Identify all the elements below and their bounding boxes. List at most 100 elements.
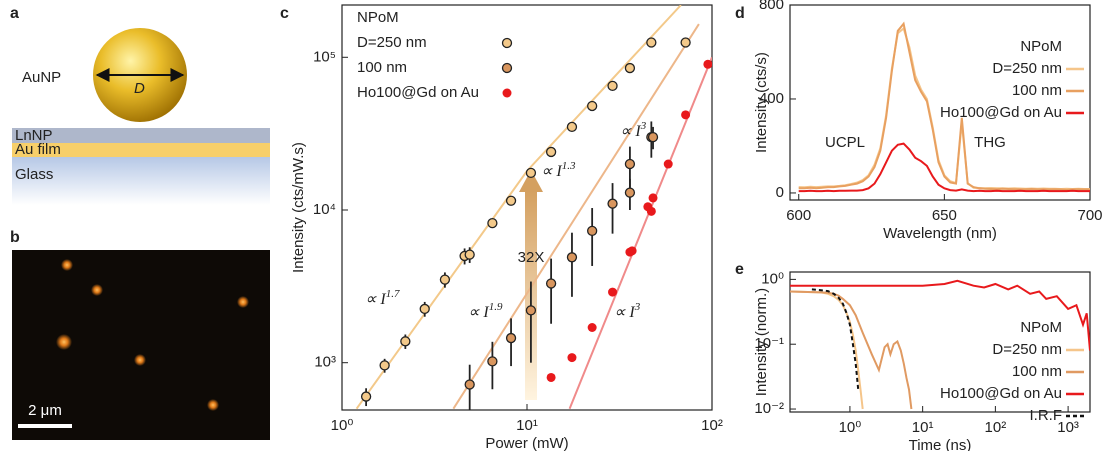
diameter-label: D (134, 80, 145, 97)
plot-frame (789, 4, 1091, 201)
x-axis-label: Time (ns) (909, 437, 972, 451)
annotation: ∝ I1.7 (365, 288, 400, 308)
scale-label: 2 μm (28, 402, 62, 419)
x-axis-label: Power (mW) (485, 435, 568, 451)
x-axis-label: Wavelength (nm) (883, 225, 997, 242)
marker (624, 187, 636, 198)
marker (505, 195, 517, 206)
legend-label: I.R.F (1030, 407, 1063, 424)
y-tick-label: 10³ (314, 354, 336, 371)
series-line (790, 279, 1090, 351)
marker (379, 360, 390, 371)
annotation: ∝ I1.3 (541, 160, 576, 180)
annotation: UCPL (825, 134, 865, 151)
marker (566, 252, 578, 263)
y-tick-label: 10⁴ (313, 201, 336, 218)
legend-marker (502, 88, 512, 98)
annotation-text: ∝ I (614, 304, 635, 321)
y-tick-label: 10⁻² (754, 400, 784, 417)
marker (607, 80, 618, 92)
legend-marker (501, 37, 513, 49)
marker (545, 146, 557, 158)
legend-title: NPoM (357, 9, 399, 26)
marker (647, 131, 659, 143)
y-axis-label: Intensity (norm.) (753, 288, 770, 396)
emitters (56, 259, 249, 411)
marker (505, 332, 517, 344)
marker (627, 246, 637, 256)
marker (703, 59, 712, 69)
annotation: ∝ I1.9 (468, 301, 503, 321)
marker (624, 158, 636, 170)
marker (646, 206, 656, 216)
y-tick-label: 10⁻¹ (754, 335, 784, 352)
y-tick-label: 800 (759, 0, 784, 13)
scale-bar (18, 424, 72, 428)
marker (439, 274, 451, 285)
y-tick-label: 400 (759, 90, 784, 107)
panel-letter: a (10, 5, 19, 22)
annotation-text: ∝ I (365, 291, 386, 308)
marker (400, 336, 411, 347)
layer-label: LnNP (15, 127, 53, 144)
annotation-text: ∝ I (468, 304, 489, 321)
series-line (798, 21, 1090, 191)
legend-label: D=250 nm (992, 60, 1062, 77)
panel-letter: e (735, 261, 744, 278)
x-tick-label: 10⁰ (331, 417, 354, 434)
marker (663, 159, 673, 169)
legend-label: D=250 nm (992, 341, 1062, 358)
layer-label: Glass (15, 166, 53, 183)
marker (566, 121, 578, 133)
legend-label: 100 nm (1012, 82, 1062, 99)
x-tick-label: 700 (1077, 207, 1102, 224)
marker (360, 391, 372, 402)
annotation-exponent: 3 (640, 120, 647, 132)
marker (464, 249, 475, 260)
marker (608, 287, 618, 297)
marker (525, 167, 537, 179)
marker (419, 303, 430, 315)
legend-label: 100 nm (1012, 363, 1062, 380)
marker (648, 193, 658, 203)
layer (12, 143, 270, 157)
legend-label: Ho100@Gd on Au (940, 104, 1062, 121)
y-tick-label: 10⁰ (761, 270, 784, 287)
marker (546, 372, 556, 382)
layer-label: Au film (15, 141, 61, 158)
legend-label: 100 nm (357, 59, 407, 76)
marker (487, 218, 498, 229)
marker (525, 305, 537, 316)
y-tick-label: 0 (776, 184, 784, 201)
annotation-text: ∝ I (620, 123, 641, 140)
marker (464, 379, 475, 390)
legend-marker (501, 62, 513, 74)
y-axis-label: Intensity (cts/mW.s) (290, 142, 307, 273)
marker (607, 198, 618, 209)
series-line (790, 290, 913, 410)
x-tick-label: 650 (932, 207, 957, 224)
x-tick-label: 10² (701, 417, 723, 434)
marker (646, 37, 657, 48)
panel-letter: c (280, 5, 289, 22)
annotation-exponent: 1.3 (562, 160, 576, 172)
micrograph (12, 250, 270, 440)
plot-area (798, 21, 1090, 193)
marker (681, 110, 691, 120)
panel-letter: d (735, 5, 745, 22)
annotation-exponent: 1.9 (489, 301, 503, 313)
annotation: ∝ I3 (614, 301, 641, 321)
fit-line (452, 23, 700, 410)
marker (624, 62, 636, 74)
legend-title: NPoM (1020, 38, 1062, 55)
marker (587, 323, 597, 333)
marker (680, 37, 691, 48)
annotation: ∝ I3 (620, 120, 647, 140)
marker (587, 225, 598, 237)
x-tick-label: 10¹ (516, 417, 538, 434)
series-line (811, 288, 860, 390)
legend-label: Ho100@Gd on Au (940, 385, 1062, 402)
plot-area (790, 279, 1090, 410)
marker (487, 356, 498, 367)
